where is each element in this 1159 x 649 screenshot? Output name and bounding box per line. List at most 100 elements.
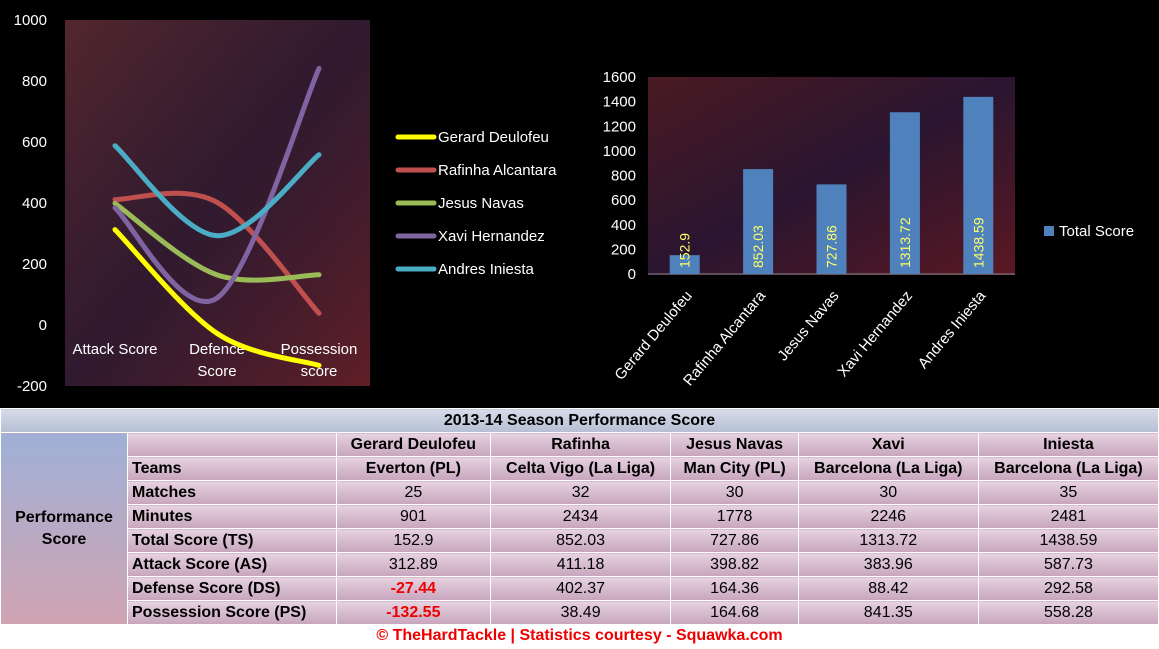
bar-legend: Total Score [1044, 223, 1134, 240]
table-cell: 398.82 [670, 552, 799, 577]
bar-legend-label: Total Score [1059, 223, 1134, 240]
y-tick-label: 1000 [14, 12, 47, 29]
player-header: Iniesta [977, 432, 1159, 457]
bar-legend-swatch [1044, 226, 1054, 236]
series-line-gerard-deulofeu [112, 227, 322, 368]
table-row: Matches 25 32 30 30 35 [1, 480, 1159, 505]
bar-y-tick-label: 800 [611, 168, 636, 185]
x-tick-label: Possession [281, 341, 358, 358]
legend-label: Rafinha Alcantara [438, 162, 557, 179]
series-line-jesus-navas [112, 200, 322, 283]
bar-y-tick-label: 1000 [603, 143, 636, 160]
table-row: Defense Score (DS) -27.44 402.37 164.36 88.4… [1, 576, 1159, 601]
legend-label: Xavi Hernandez [438, 228, 545, 245]
player-header: Gerard Deulofeu [336, 432, 491, 457]
row-label: Teams [127, 456, 337, 481]
row-label: Possession Score (PS) [127, 600, 337, 625]
table-cell: 587.73 [977, 552, 1159, 577]
bar-series-group: 152.9 852.03 727.86 1313.72 1438.59 [648, 96, 1015, 275]
player-header: Rafinha [489, 432, 672, 457]
table-cell: Barcelona (La Liga) [977, 456, 1159, 481]
table-cell: -27.44 [336, 576, 491, 601]
y-tick-label: 600 [22, 134, 47, 151]
bar-value-label: 152.9 [677, 233, 693, 268]
table-cell: 30 [670, 480, 799, 505]
table-cell: 312.89 [336, 552, 491, 577]
bar [743, 169, 774, 274]
legend-label: Gerard Deulofeu [438, 129, 549, 146]
bar-y-tick-label: 400 [611, 217, 636, 234]
table-cell: Man City (PL) [670, 456, 799, 481]
table-cell: 1313.72 [797, 528, 979, 553]
table-cell: Everton (PL) [336, 456, 491, 481]
table-row: Teams Everton (PL) Celta Vigo (La Liga) Man… [1, 456, 1159, 481]
performance-table-area: 2013-14 Season Performance Score Perform… [0, 408, 1159, 649]
player-header: Xavi [797, 432, 979, 457]
table-cell: 152.9 [336, 528, 491, 553]
x-axis-ticks: Attack Score Defence Score Possession score [72, 341, 357, 380]
x-tick-label: Score [197, 363, 236, 380]
row-label: Total Score (TS) [127, 528, 337, 553]
table-cell: 841.35 [797, 600, 979, 625]
bar-x-tick-label: Jesus Navas [774, 288, 842, 365]
bar-x-tick-label: Gerard Deulofeu [611, 288, 695, 384]
table-row: Attack Score (AS) 312.89 411.18 398.82 383.9… [1, 552, 1159, 577]
table-row: Minutes 901 2434 1778 2246 2481 [1, 504, 1159, 529]
y-tick-label: 0 [39, 317, 47, 334]
legend-label: Jesus Navas [438, 195, 524, 212]
table-cell: 30 [797, 480, 979, 505]
row-label: Attack Score (AS) [127, 552, 337, 577]
table-cell: 402.37 [489, 576, 672, 601]
table-cell: 727.86 [670, 528, 799, 553]
series-line-xavi-hernandez [112, 65, 322, 304]
row-label: Defense Score (DS) [127, 576, 337, 601]
row-label: Minutes [127, 504, 337, 529]
table-cell: 2481 [977, 504, 1159, 529]
row-label: Matches [127, 480, 337, 505]
bar-y-axis-ticks: 1600 1400 1200 1000 800 600 400 200 0 [603, 69, 636, 283]
line-series-group [112, 65, 322, 368]
series-line-andres-iniesta [112, 143, 322, 239]
table-row: Total Score (TS) 152.9 852.03 727.86 1313.72… [1, 528, 1159, 553]
line-legend: Gerard Deulofeu Rafinha Alcantara Jesus Na… [395, 129, 557, 278]
y-axis-ticks: 1000 800 600 400 200 0 -200 [14, 12, 47, 395]
x-tick-label: score [301, 363, 338, 380]
table-side-label: Performance Score [0, 432, 128, 625]
table-cell: 292.58 [977, 576, 1159, 601]
table-cell: 1778 [670, 504, 799, 529]
y-tick-label: 400 [22, 195, 47, 212]
table-cell: 2246 [797, 504, 979, 529]
table-cell: 383.96 [797, 552, 979, 577]
table-row: Possession Score (PS) -132.55 38.49 164.68 8… [1, 600, 1159, 625]
bar-y-tick-label: 1200 [603, 118, 636, 135]
bar-y-tick-label: 1400 [603, 94, 636, 111]
table-cell: 901 [336, 504, 491, 529]
legend-label: Andres Iniesta [438, 261, 535, 278]
table-cell: 32 [489, 480, 672, 505]
table-cell: 558.28 [977, 600, 1159, 625]
bar-x-tick-label: Andres Iniesta [915, 287, 990, 372]
table-cell: Celta Vigo (La Liga) [489, 456, 672, 481]
player-header: Jesus Navas [670, 432, 799, 457]
bar-value-label: 1438.59 [970, 217, 986, 268]
table-cell: -132.55 [336, 600, 491, 625]
table-cell: 164.68 [670, 600, 799, 625]
bar-y-tick-label: 600 [611, 192, 636, 209]
table-title: 2013-14 Season Performance Score [0, 408, 1159, 433]
bar-y-tick-label: 1600 [603, 69, 636, 86]
series-line-rafinha-alcantara [112, 190, 322, 316]
table-cell: 852.03 [489, 528, 672, 553]
table-cell: 1438.59 [977, 528, 1159, 553]
bar-x-tick-label: Xavi Hernandez [834, 288, 916, 381]
y-tick-label: -200 [17, 378, 47, 395]
table-cell: Barcelona (La Liga) [797, 456, 979, 481]
table-cell: 25 [336, 480, 491, 505]
bar-value-label: 1313.72 [897, 217, 913, 268]
table-header-row: Performance Score Gerard Deulofeu Rafinha… [0, 432, 1159, 625]
bar-x-tick-label: Rafinha Alcantara [680, 287, 770, 389]
line-chart: 1000 800 600 400 200 0 -200 Attack Score Defenc… [14, 12, 557, 395]
bar [669, 255, 700, 274]
table-cell: 38.49 [489, 600, 672, 625]
bar [889, 112, 920, 274]
